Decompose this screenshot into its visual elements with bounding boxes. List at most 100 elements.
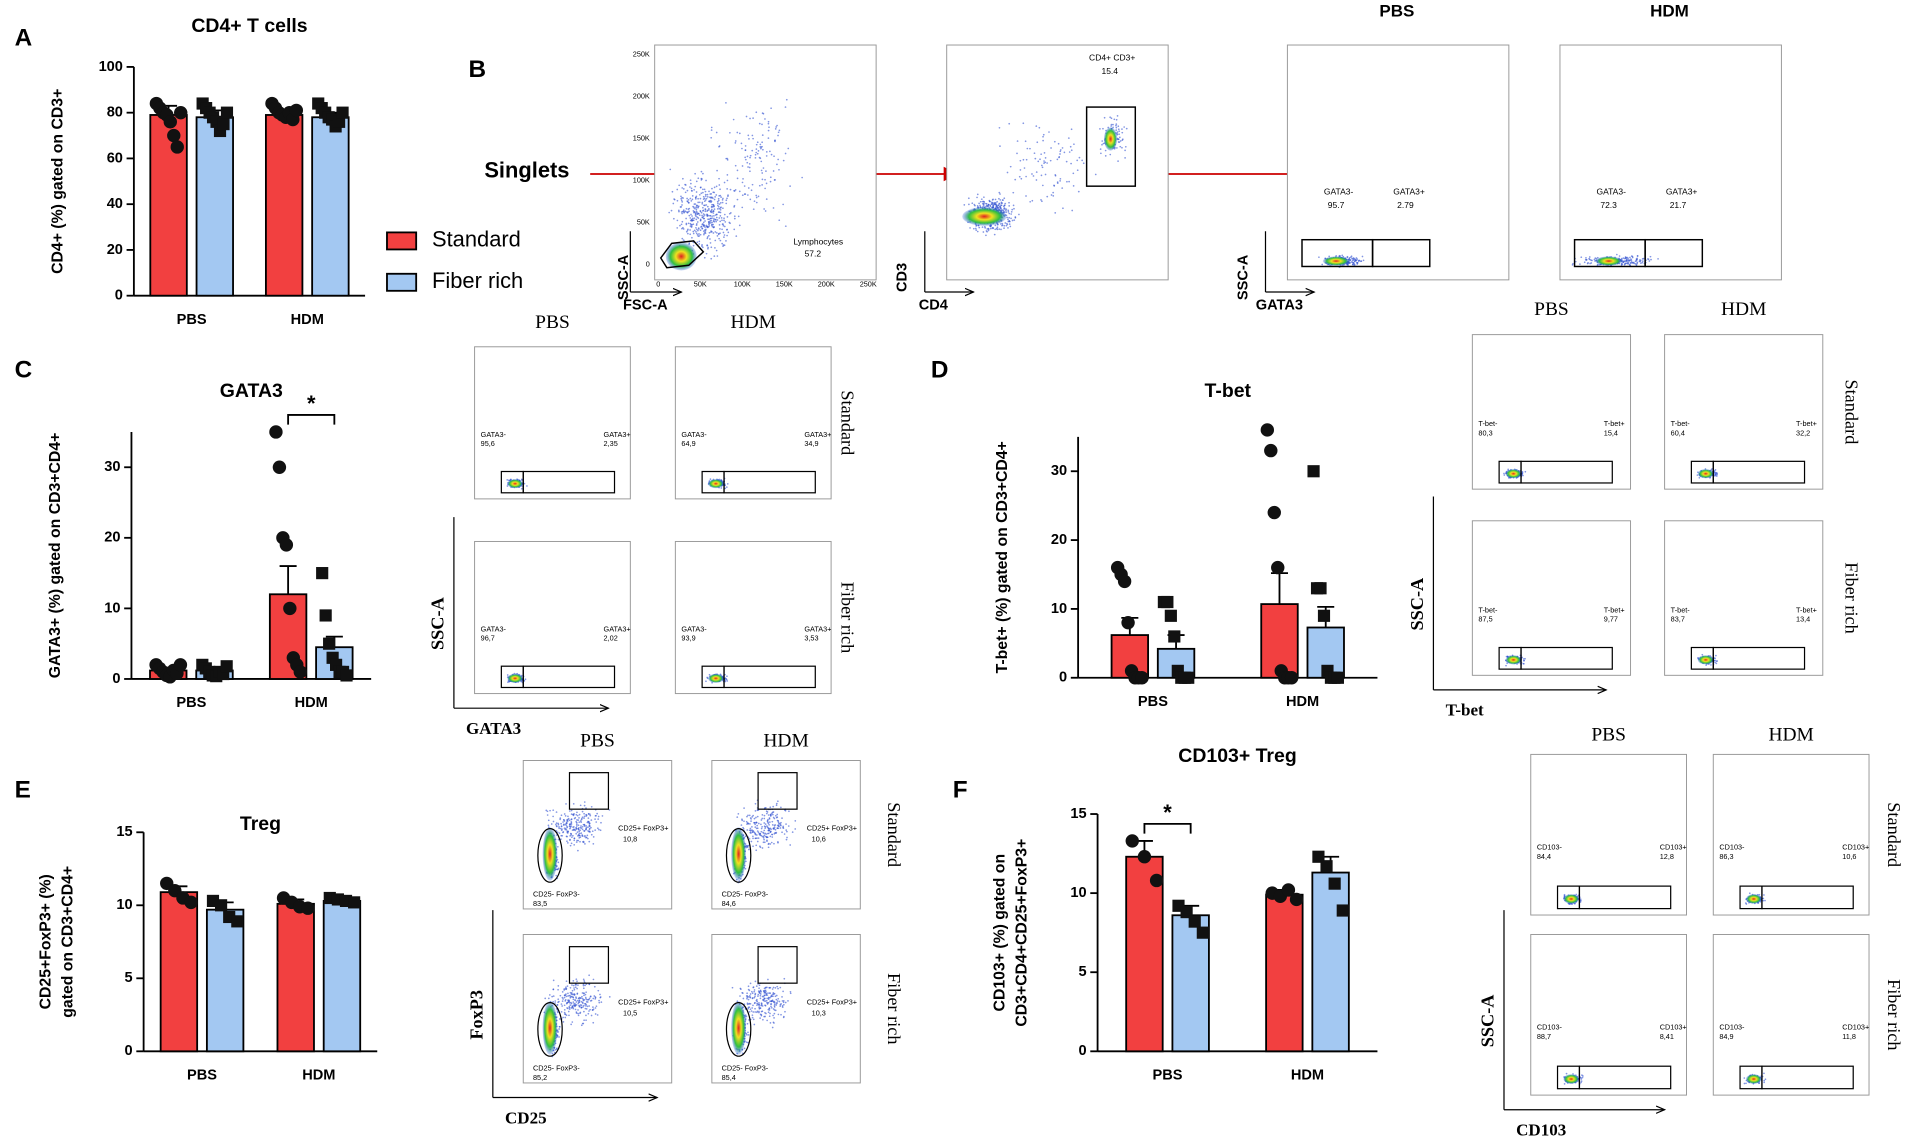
event-dot (754, 156, 757, 159)
event-dot (745, 115, 748, 118)
event-dot (782, 825, 785, 828)
event-dot (769, 1022, 772, 1024)
event-dot (1523, 662, 1525, 665)
data-point (1125, 834, 1139, 848)
event-dot (757, 822, 760, 825)
event-dot (680, 206, 683, 208)
event-dot (998, 197, 1000, 200)
axis-arrow (1432, 496, 1606, 689)
event-dot (748, 162, 751, 165)
event-dot (565, 987, 568, 990)
event-dot (1505, 664, 1507, 667)
event-dot (1629, 256, 1631, 259)
event-dot (565, 828, 568, 831)
event-dot (703, 200, 706, 203)
event-dot (773, 155, 775, 158)
event-dot (580, 825, 582, 827)
event-dot (716, 219, 719, 221)
event-dot (775, 1004, 778, 1006)
event-dot (583, 824, 586, 826)
event-dot (718, 224, 721, 226)
event-dot (713, 208, 716, 210)
event-dot (1010, 213, 1013, 215)
event-dot (563, 819, 565, 821)
flow-text: CD25+ FoxP3+ (807, 998, 857, 1007)
event-dot (770, 995, 773, 998)
event-dot (776, 985, 779, 988)
event-dot (769, 176, 772, 179)
event-dot (589, 814, 592, 817)
event-dot (761, 178, 764, 181)
flow-text: 15,4 (1604, 428, 1618, 437)
flow-text: 12,8 (1660, 852, 1674, 861)
event-dot (680, 195, 682, 198)
panel-label: C (15, 357, 33, 384)
event-dot (750, 820, 752, 823)
event-dot (588, 997, 591, 1000)
data-point (1307, 465, 1320, 478)
event-dot (771, 988, 774, 990)
event-dot (579, 1012, 581, 1015)
event-dot (753, 989, 756, 991)
event-dot (756, 840, 759, 843)
event-dot (676, 199, 679, 202)
event-dot (671, 190, 674, 193)
event-dot (733, 204, 736, 207)
event-dot (758, 984, 761, 987)
event-dot (1044, 157, 1047, 159)
event-dot (559, 994, 562, 997)
event-dot (743, 807, 745, 809)
event-dot (1035, 179, 1038, 181)
event-dot (787, 147, 790, 150)
event-dot (1008, 220, 1011, 223)
event-dot (1041, 166, 1044, 169)
event-dot (1649, 255, 1652, 258)
event-dot (755, 844, 758, 847)
event-dot (747, 166, 749, 168)
y-tick-label: 100 (99, 59, 123, 75)
flow-tick-label: 0 (646, 260, 650, 269)
event-dot (563, 1011, 566, 1014)
event-dot (573, 812, 575, 815)
event-dot (739, 995, 741, 997)
gate (725, 1002, 752, 1057)
event-dot (596, 1014, 599, 1016)
event-dot (1634, 260, 1637, 263)
plot-frame (1664, 334, 1824, 490)
event-dot (755, 201, 758, 204)
axis-arrow (453, 517, 609, 708)
event-dot (754, 992, 757, 995)
event-dot (705, 680, 707, 683)
event-dot (715, 220, 717, 223)
flow-text: Standard (1884, 802, 1904, 867)
event-dot (698, 193, 701, 196)
event-dot (583, 992, 585, 995)
event-dot (995, 203, 997, 205)
event-dot (599, 829, 602, 832)
event-dot (1524, 657, 1526, 660)
event-dot (703, 233, 705, 236)
event-dot (759, 834, 762, 837)
flow-text: 21.7 (1670, 200, 1687, 210)
event-dot (586, 1005, 589, 1008)
x-tick-label: PBS (1153, 1068, 1183, 1084)
x-tick-label: PBS (177, 312, 207, 328)
flow-text: 80,3 (1478, 428, 1492, 437)
event-dot (701, 246, 704, 249)
data-point (1331, 671, 1344, 684)
event-dot (711, 203, 713, 206)
event-dot (778, 168, 780, 171)
event-dot (1014, 178, 1017, 181)
event-dot (692, 219, 695, 222)
event-dot (546, 810, 549, 813)
event-dot (709, 238, 711, 240)
event-dot (688, 214, 691, 217)
event-dot (717, 199, 720, 202)
event-dot (733, 190, 736, 192)
event-dot (710, 257, 713, 260)
event-dot (763, 994, 766, 997)
event-dot (747, 187, 750, 189)
event-dot (773, 1003, 776, 1006)
event-dot (600, 821, 602, 824)
event-dot (996, 223, 999, 226)
